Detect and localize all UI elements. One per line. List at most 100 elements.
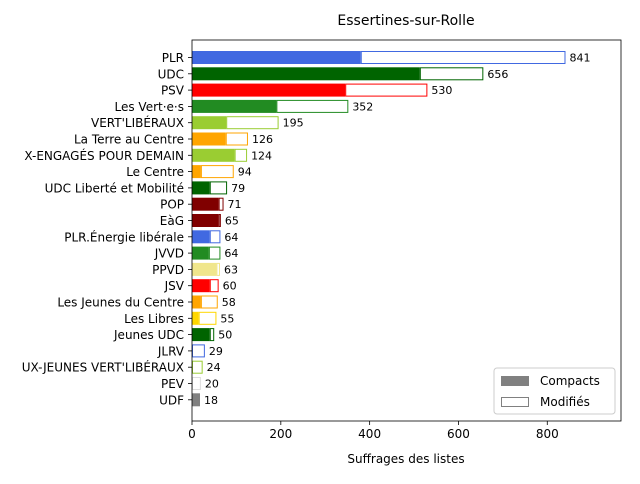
y-tick-label: Jeunes UDC [113, 328, 184, 342]
y-tick-label: Les Jeunes du Centre [57, 296, 184, 310]
bar-value-label: 841 [569, 52, 590, 65]
plot-area: PLR 841 UDC 656 PSV 530 Les Vert·e·s 352 VERT'LI… [22, 39, 622, 441]
bar-modifies [209, 181, 228, 195]
bar-value-label: 50 [218, 329, 232, 342]
bar-compacts [192, 99, 277, 113]
bar-value-label: 195 [283, 117, 304, 130]
legend-label: Compacts [540, 374, 600, 388]
bar-value-label: 656 [487, 68, 508, 81]
y-tick-label: JSV [164, 279, 185, 293]
x-tick-label: 800 [536, 427, 559, 441]
bar-compacts [192, 328, 210, 342]
bar-modifies [192, 360, 203, 374]
bar-value-label: 24 [207, 361, 221, 374]
bar-value-label: 126 [252, 133, 273, 146]
bar-value-label: 79 [231, 182, 245, 195]
bar-value-label: 58 [222, 296, 236, 309]
bar-value-label: 63 [224, 263, 238, 276]
y-tick-label: PEV [161, 377, 185, 391]
y-tick-label: JVVD [154, 247, 184, 261]
bar-modifies [218, 214, 221, 227]
bar-value-label: 20 [205, 378, 219, 391]
bar-modifies [192, 377, 201, 390]
bar-value-label: 65 [225, 215, 239, 228]
chart-title: Essertines-sur-Rolle [337, 13, 474, 29]
bar-modifies [234, 148, 248, 162]
x-tick-label: 200 [269, 427, 292, 441]
bar-modifies [198, 311, 217, 325]
x-tick-label: 0 [188, 427, 196, 441]
bar-compacts [192, 311, 199, 325]
legend-label: Modifiés [540, 395, 590, 409]
y-tick-label: UDC [158, 67, 184, 81]
y-tick-label: PPVD [152, 263, 184, 277]
y-tick-label: PLR [162, 51, 184, 65]
bar-modifies [209, 279, 219, 293]
y-tick-label: X-ENGAGÉS POUR DEMAIN [24, 148, 184, 163]
bar-compacts [192, 295, 201, 309]
bar-modifies [360, 51, 566, 64]
bar-modifies [192, 344, 205, 358]
x-axis-label: Suffrages des listes [347, 452, 464, 466]
bar-value-label: 530 [431, 84, 452, 97]
axes-frame [191, 39, 622, 422]
y-tick-label: UDC Liberté et Mobilité [45, 181, 184, 195]
bar-value-label: 29 [209, 345, 223, 358]
y-tick-label: Le Centre [126, 165, 184, 179]
y-tick-label: PSV [161, 84, 185, 98]
bar-modifies [209, 328, 215, 342]
bar-modifies [200, 295, 218, 309]
bar-value-label: 352 [352, 100, 373, 113]
bar-compacts [192, 279, 210, 293]
legend: Compacts Modifiés [493, 367, 616, 415]
bar-value-label: 55 [220, 312, 234, 325]
bar-modifies [200, 165, 234, 179]
x-tick-label: 400 [358, 427, 381, 441]
bar-compacts [192, 197, 219, 211]
bar-value-label: 60 [223, 280, 237, 293]
bar-compacts [192, 230, 210, 244]
bar-compacts [192, 246, 209, 260]
legend-swatch-compacts [501, 376, 529, 386]
bar-compacts [192, 132, 226, 146]
y-tick-label: VERT'LIBÉRAUX [91, 115, 184, 130]
bar-value-label: 64 [224, 231, 238, 244]
bar-value-label: 71 [228, 198, 242, 211]
bar-compacts [192, 165, 201, 179]
bar-compacts [192, 262, 217, 276]
bar-modifies [209, 230, 221, 244]
bar-compacts [192, 83, 346, 97]
y-tick-label: EàG [160, 214, 184, 228]
y-tick-label: UDF [159, 393, 184, 407]
bar-value-label: 18 [204, 394, 218, 407]
bar-compacts [192, 181, 210, 195]
bar-value-label: 64 [224, 247, 238, 260]
bar-modifies [345, 83, 428, 97]
bar-modifies [276, 99, 349, 113]
legend-swatch-modifies [501, 397, 529, 407]
y-tick-label: UX-JEUNES VERT'LIBÉRAUX [22, 360, 184, 375]
bar-compacts [192, 393, 200, 407]
bar-modifies [226, 116, 279, 130]
y-tick-label: Les Libres [124, 312, 184, 326]
y-tick-label: POP [160, 198, 184, 212]
bar-value-label: 124 [251, 149, 272, 162]
bar-compacts [192, 116, 227, 130]
bar-modifies [225, 132, 248, 146]
bar-compacts [192, 67, 420, 81]
bar-modifies [216, 262, 220, 276]
bar-modifies [218, 197, 224, 211]
bar-compacts [192, 148, 235, 162]
bar-modifies [419, 67, 484, 81]
y-tick-label: JLRV [157, 344, 185, 358]
y-tick-label: La Terre au Centre [74, 133, 184, 147]
y-tick-label: PLR.Énergie libérale [64, 229, 184, 244]
bar-compacts [192, 51, 361, 64]
bar-modifies [208, 246, 221, 260]
bar-value-label: 94 [238, 166, 252, 179]
x-tick-label: 600 [447, 427, 470, 441]
bar-compacts [192, 214, 219, 227]
y-tick-label: Les Vert·e·s [115, 100, 185, 114]
